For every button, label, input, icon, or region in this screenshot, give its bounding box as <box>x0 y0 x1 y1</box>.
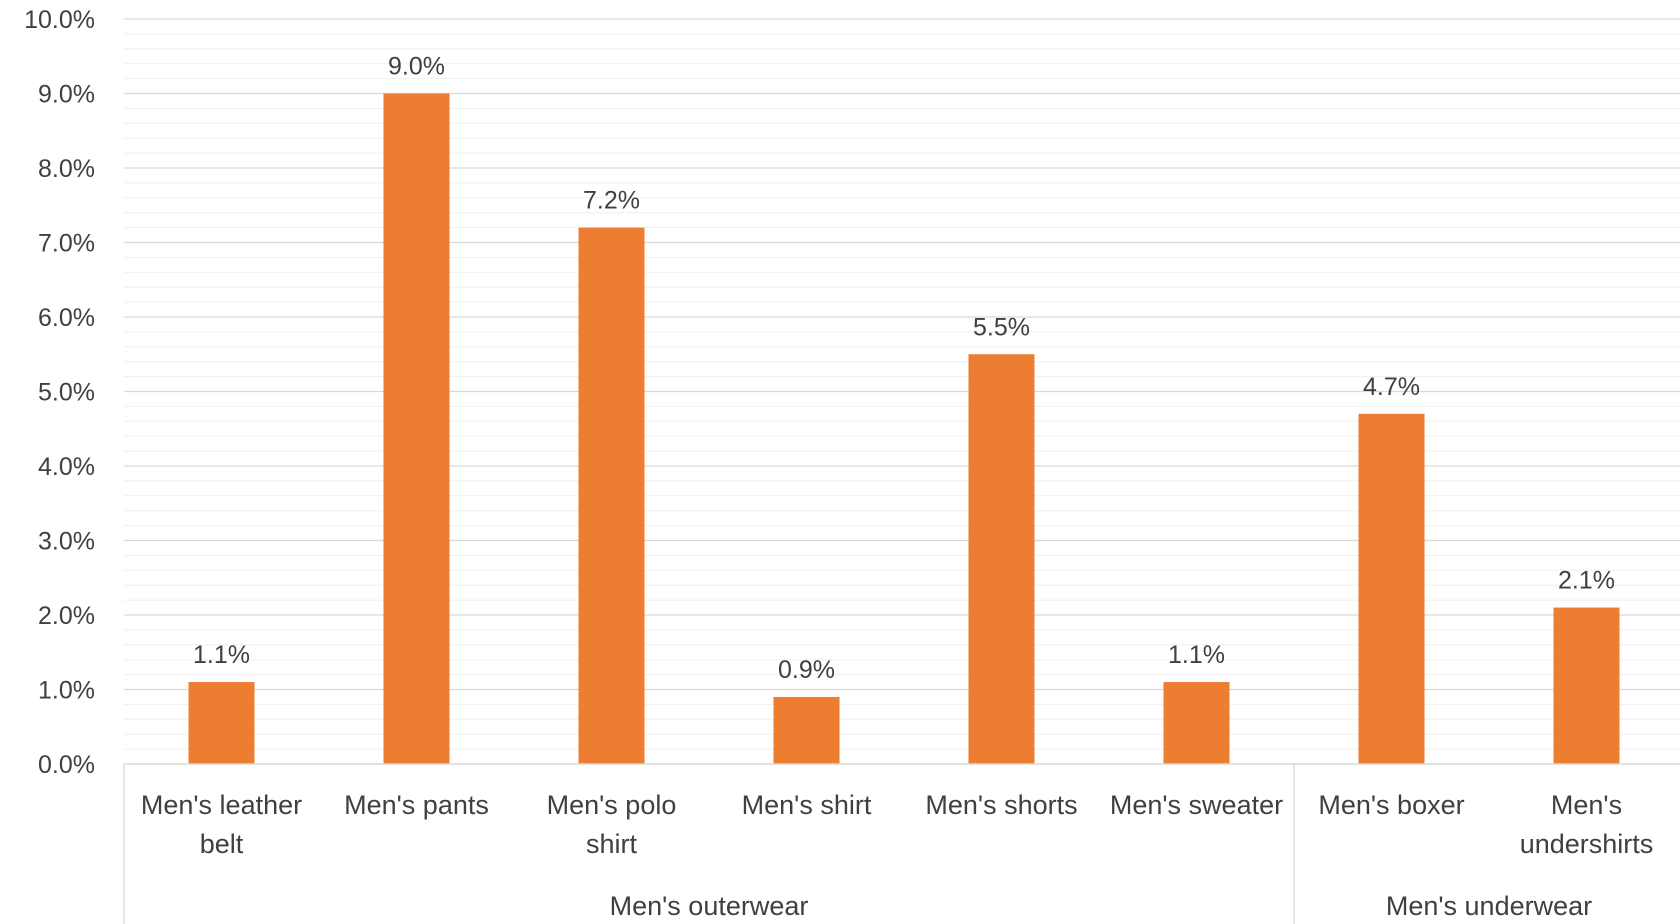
data-label: 9.0% <box>388 53 445 81</box>
x-category-label-line: Men's pants <box>344 790 489 820</box>
bar <box>1163 682 1230 764</box>
data-label: 4.7% <box>1363 373 1420 401</box>
bar <box>188 682 255 764</box>
x-category-label-line: Men's shorts <box>925 790 1077 820</box>
bar <box>968 354 1035 764</box>
major-gridlines <box>124 18 1680 691</box>
x-category-label: Men's pants <box>344 790 489 820</box>
y-axis-tick-labels: 0.0% 1.0% 2.0% 3.0% 4.0% 5.0% 6.0% 7.0% 8.0% 9.0%… <box>24 6 95 779</box>
x-axis-group-labels: Men's outerwear Men's underwear <box>610 891 1593 921</box>
data-label: 5.5% <box>973 313 1030 341</box>
y-tick-label: 3.0% <box>38 528 95 556</box>
x-category-label: Men's boxer <box>1318 790 1464 820</box>
y-tick-label: 2.0% <box>38 602 95 630</box>
y-tick-label: 10.0% <box>24 6 95 34</box>
x-category-label-line: Men's polo <box>547 790 677 820</box>
x-group-label: Men's underwear <box>1386 891 1592 921</box>
data-labels: 1.1% 9.0% 7.2% 0.9% 5.5% 1.1% 4.7% 2.1% <box>193 53 1615 684</box>
bar <box>578 227 645 765</box>
x-category-label-line: Men's <box>1551 790 1622 820</box>
x-category-label-line: Men's leather <box>141 790 302 820</box>
x-category-label-line: Men's sweater <box>1110 790 1283 820</box>
y-tick-label: 8.0% <box>38 155 95 183</box>
y-tick-label: 9.0% <box>38 81 95 109</box>
x-category-label: Men's leather belt <box>141 790 302 859</box>
bars <box>188 93 1620 765</box>
x-category-label: Men's polo shirt <box>547 790 677 859</box>
data-label: 0.9% <box>778 656 835 684</box>
bar <box>383 93 450 764</box>
y-tick-label: 7.0% <box>38 230 95 258</box>
x-category-label: Men's sweater <box>1110 790 1283 820</box>
y-tick-label: 6.0% <box>38 304 95 332</box>
data-label: 7.2% <box>583 187 640 215</box>
data-label: 1.1% <box>1168 641 1225 669</box>
data-label: 1.1% <box>193 641 250 669</box>
x-category-label-line: shirt <box>586 829 638 859</box>
x-category-label: Men's shirt <box>742 790 872 820</box>
y-tick-label: 4.0% <box>38 453 95 481</box>
bar <box>773 696 840 764</box>
data-label: 2.1% <box>1558 567 1615 595</box>
bar <box>1358 413 1425 764</box>
y-tick-label: 0.0% <box>38 751 95 779</box>
bar <box>1553 607 1620 764</box>
x-category-label-line: Men's boxer <box>1318 790 1464 820</box>
x-category-label: Men's undershirts <box>1520 790 1654 859</box>
y-tick-label: 5.0% <box>38 379 95 407</box>
x-category-label-line: undershirts <box>1520 829 1654 859</box>
x-axis-category-labels: Men's leather belt Men's pants Men's polo sh… <box>141 790 1653 859</box>
axes <box>123 763 1680 924</box>
x-category-label-line: belt <box>200 829 244 859</box>
x-category-label: Men's shorts <box>925 790 1077 820</box>
x-group-label: Men's outerwear <box>610 891 809 921</box>
x-category-label-line: Men's shirt <box>742 790 872 820</box>
y-tick-label: 1.0% <box>38 677 95 705</box>
